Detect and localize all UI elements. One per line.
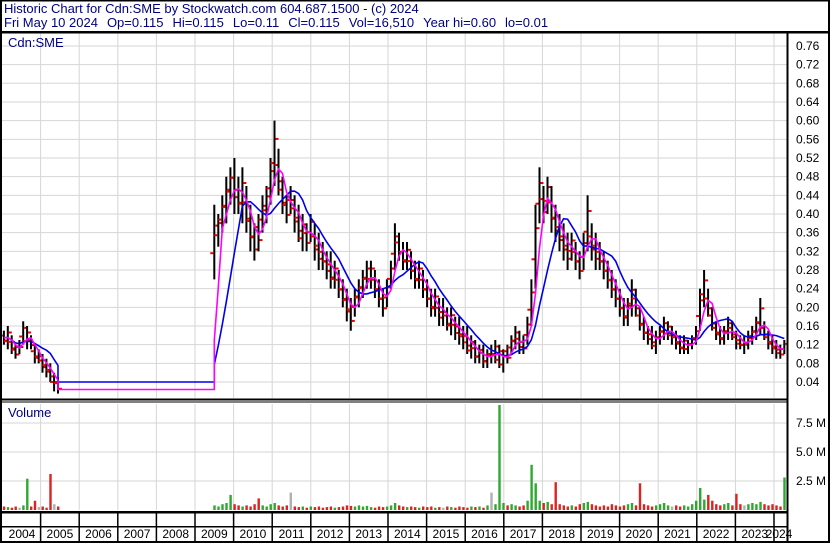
quote-part: Fri May 10 2024 bbox=[4, 15, 98, 30]
quote-part: Year hi=0.60 bbox=[423, 15, 497, 30]
header-quote-line: Fri May 10 2024 Op=0.115 Hi=0.115 Lo=0.11 Cl… bbox=[4, 15, 557, 30]
year-tick-label: 2015 bbox=[433, 527, 460, 541]
year-tick-label: 2012 bbox=[317, 527, 344, 541]
ma-fast-line bbox=[3, 167, 785, 391]
price-tick-label: 0.48 bbox=[796, 170, 820, 184]
gridlines bbox=[2, 33, 787, 510]
price-bars bbox=[0, 120, 789, 394]
price-tick-label: 0.60 bbox=[796, 114, 820, 128]
price-tick-label: 0.16 bbox=[796, 319, 820, 333]
volume-tick-label: 2.5 M bbox=[796, 474, 826, 488]
year-tick-label: 2014 bbox=[394, 527, 421, 541]
year-tick-label: 2007 bbox=[124, 527, 151, 541]
year-tick-label: 2004 bbox=[9, 527, 36, 541]
year-tick-label: 2005 bbox=[47, 527, 74, 541]
year-tick-label: 2010 bbox=[240, 527, 267, 541]
price-tick-label: 0.72 bbox=[796, 58, 820, 72]
quote-part: Hi=0.115 bbox=[172, 15, 224, 30]
volume-bars bbox=[2, 405, 786, 510]
year-tick-label: 2017 bbox=[510, 527, 537, 541]
year-tick-label: 2021 bbox=[664, 527, 691, 541]
price-tick-label: 0.20 bbox=[796, 300, 820, 314]
year-tick-label: 2011 bbox=[279, 527, 305, 541]
year-tick-label: 2016 bbox=[471, 527, 498, 541]
volume-tick-label: 7.5 M bbox=[796, 416, 826, 430]
price-tick-label: 0.40 bbox=[796, 207, 820, 221]
year-tick-label: 2013 bbox=[355, 527, 382, 541]
year-tick-label: 2024 bbox=[766, 527, 793, 541]
price-tick-label: 0.32 bbox=[796, 244, 820, 258]
price-tick-label: 0.36 bbox=[796, 226, 820, 240]
price-tick-label: 0.28 bbox=[796, 263, 820, 277]
year-tick-label: 2018 bbox=[548, 527, 575, 541]
quote-part: Vol=16,510 bbox=[348, 15, 415, 30]
header-title: Historic Chart for Cdn:SME by Stockwatch… bbox=[4, 1, 419, 16]
quote-part: Op=0.115 bbox=[106, 15, 164, 30]
year-tick-label: 2020 bbox=[626, 527, 653, 541]
price-tick-label: 0.08 bbox=[796, 356, 820, 370]
year-tick-label: 2022 bbox=[703, 527, 730, 541]
volume-panel-label: Volume bbox=[8, 405, 52, 420]
price-tick-label: 0.76 bbox=[796, 39, 820, 53]
price-tick-label: 0.56 bbox=[796, 132, 820, 146]
quote-part: lo=0.01 bbox=[505, 15, 549, 30]
price-tick-label: 0.04 bbox=[796, 375, 820, 389]
quote-part: Lo=0.11 bbox=[232, 15, 280, 30]
price-tick-label: 0.68 bbox=[796, 76, 820, 90]
axis-labels: 0.76 0.72 0.68 0.64 0.60 0.56 0.52 0.48 0.44 0.40… bbox=[9, 39, 826, 541]
year-tick-label: 2008 bbox=[162, 527, 189, 541]
year-tick-label: 2019 bbox=[587, 527, 614, 541]
price-tick-label: 0.12 bbox=[796, 338, 820, 352]
quote-part: Cl=0.115 bbox=[288, 15, 340, 30]
price-tick-label: 0.64 bbox=[796, 95, 820, 109]
year-tick-label: 2023 bbox=[741, 527, 768, 541]
year-tick-label: 2009 bbox=[201, 527, 228, 541]
volume-tick-label: 5.0 M bbox=[796, 445, 826, 459]
symbol-label: Cdn:SME bbox=[8, 35, 64, 50]
price-tick-label: 0.52 bbox=[796, 151, 820, 165]
ma-slow-line bbox=[3, 190, 785, 383]
year-tick-label: 2006 bbox=[85, 527, 112, 541]
moving-average-lines bbox=[3, 167, 785, 391]
price-tick-label: 0.24 bbox=[796, 282, 820, 296]
price-tick-label: 0.44 bbox=[796, 188, 820, 202]
